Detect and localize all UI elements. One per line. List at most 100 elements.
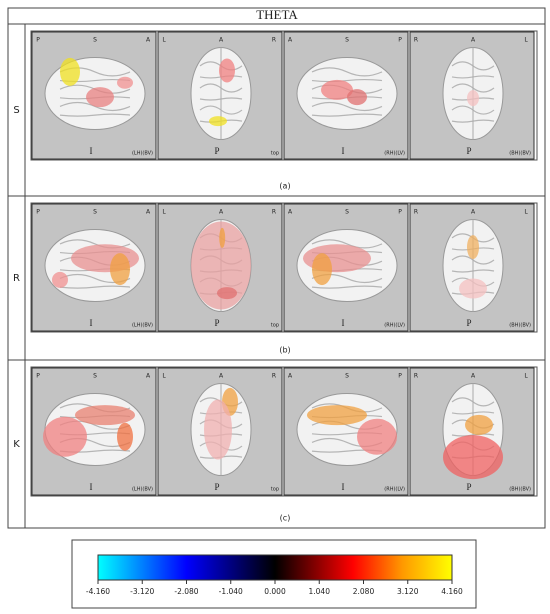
colorbar-tick-label: -3.120 — [130, 587, 154, 596]
row-label: S — [13, 105, 19, 116]
view-label: top — [271, 487, 279, 493]
activation — [110, 253, 130, 286]
orientation-label: L — [524, 373, 528, 380]
colorbar-frame — [71, 539, 477, 609]
orientation-label: A — [146, 209, 151, 216]
activation — [467, 90, 479, 107]
sulcus — [59, 113, 131, 117]
orientation-label: R — [414, 209, 418, 216]
activation — [86, 87, 114, 108]
orientation-label: P — [398, 373, 402, 380]
bottom-label: I — [342, 146, 345, 156]
row-label: R — [13, 273, 20, 284]
brain-panel: L A R P top — [157, 367, 283, 496]
view-label: (BH)(BV) — [509, 487, 531, 493]
activation — [459, 278, 487, 299]
sulcus — [59, 285, 131, 289]
panel-strip — [30, 202, 538, 333]
activation — [117, 422, 133, 451]
bottom-label: P — [214, 318, 219, 328]
activation — [117, 76, 133, 89]
activation — [75, 405, 135, 426]
orientation-label: P — [398, 209, 402, 216]
view-label: (LH)(BV) — [132, 151, 153, 157]
orientation-label: S — [93, 37, 97, 44]
colorbar-tick-label: -2.080 — [174, 587, 198, 596]
bottom-label: P — [466, 146, 471, 156]
brain-panel: P S A I (LH)(BV) — [31, 31, 157, 160]
sulcus — [311, 101, 383, 112]
brain-panel: A S P I (RH)(LV) — [283, 31, 409, 160]
bottom-label: P — [214, 146, 219, 156]
orientation-label: S — [345, 373, 349, 380]
activation — [60, 57, 80, 86]
orientation-label: A — [288, 373, 293, 380]
colorbar-tick-label: 3.120 — [397, 587, 419, 596]
sulcus — [311, 78, 383, 83]
activation — [321, 79, 353, 100]
table-frame — [7, 7, 546, 529]
view-label: (RH)(LV) — [384, 151, 405, 157]
activation — [217, 287, 237, 300]
bottom-label: I — [90, 146, 93, 156]
brain-panel: L A R P top — [157, 203, 283, 332]
sulcus — [311, 96, 383, 100]
sulcus — [311, 67, 383, 77]
orientation-label: R — [272, 373, 276, 380]
activation — [465, 414, 493, 435]
orientation-label: L — [524, 209, 528, 216]
orientation-label: R — [272, 209, 276, 216]
brain-panel: A S P I (RH)(LV) — [283, 203, 409, 332]
view-label: (BH)(BV) — [509, 323, 531, 329]
view-label: (LH)(BV) — [132, 323, 153, 329]
activation — [209, 116, 227, 127]
colorbar-tick-label: -1.040 — [219, 587, 243, 596]
header-title: THETA — [256, 7, 298, 22]
brain-panel: R A L P (BH)(BV) — [409, 367, 535, 496]
caption: (b) — [279, 346, 290, 355]
view-label: top — [271, 323, 279, 329]
bottom-label: I — [90, 482, 93, 492]
orientation-label: A — [219, 373, 224, 380]
caption: (c) — [280, 514, 291, 523]
brain-panel: R A L P (BH)(BV) — [409, 31, 535, 160]
activation — [43, 416, 87, 457]
activation — [312, 253, 332, 286]
activation — [357, 418, 397, 455]
sulcus — [59, 101, 131, 112]
row-label: K — [13, 439, 20, 450]
view-label: top — [271, 151, 279, 157]
orientation-label: A — [471, 373, 476, 380]
orientation-label: L — [524, 37, 528, 44]
colorbar-tick-label: 1.040 — [309, 587, 331, 596]
bottom-label: P — [466, 482, 471, 492]
bottom-label: I — [342, 318, 345, 328]
panel-strip — [30, 30, 538, 161]
activation — [307, 405, 367, 426]
brain-panel: L A R P top — [157, 31, 283, 160]
view-label: (LH)(BV) — [132, 487, 153, 493]
colorbar-tick-label: 2.080 — [353, 587, 375, 596]
orientation-label: R — [414, 37, 418, 44]
activation — [52, 271, 68, 288]
colorbar-tick-label: 4.160 — [441, 587, 463, 596]
brain-panel: R A L P (BH)(BV) — [409, 203, 535, 332]
orientation-label: A — [471, 209, 476, 216]
view-label: (RH)(LV) — [384, 323, 405, 329]
activation — [219, 58, 235, 83]
caption: (a) — [279, 182, 290, 191]
orientation-label: A — [146, 373, 151, 380]
orientation-label: L — [162, 37, 166, 44]
orientation-label: L — [162, 373, 166, 380]
activation — [443, 435, 503, 480]
sulcus — [311, 239, 383, 249]
orientation-label: A — [146, 37, 151, 44]
orientation-label: S — [345, 37, 349, 44]
colorbar-tick-label: -4.160 — [86, 587, 110, 596]
orientation-label: A — [471, 37, 476, 44]
orientation-label: P — [36, 37, 40, 44]
bottom-label: I — [342, 482, 345, 492]
orientation-label: A — [219, 37, 224, 44]
orientation-label: R — [414, 373, 418, 380]
